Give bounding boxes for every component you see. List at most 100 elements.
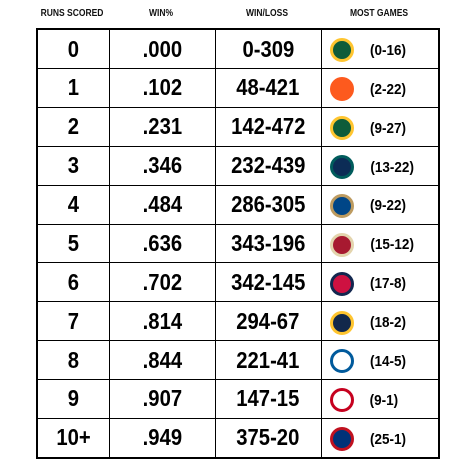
table-row: 3 .346 232-439 (13-22) — [36, 145, 440, 186]
team-logo — [329, 116, 354, 141]
runs-cell: 2 — [36, 106, 110, 147]
win-pct-cell: .102 — [108, 68, 216, 108]
table-row: 4 .484 286-305 (9-22) — [36, 184, 440, 225]
win-pct-cell: .231 — [108, 106, 216, 147]
most-games-cell: (9-27) — [320, 106, 440, 147]
table-row: 8 .844 221-41 (14-5) — [36, 340, 440, 380]
win-loss-cell: 142-472 — [214, 106, 322, 147]
runs: 7 — [67, 307, 79, 334]
win-loss: 342-145 — [230, 268, 306, 295]
win-loss-cell: 343-196 — [214, 223, 322, 264]
runs-cell: 5 — [36, 223, 110, 264]
runs-cell: 6 — [36, 262, 110, 303]
most-games-cell: (18-2) — [320, 301, 440, 342]
win-pct-cell: .907 — [108, 378, 216, 419]
win-pct-cell: .000 — [108, 28, 216, 70]
team-logo — [329, 193, 354, 218]
most-games-cell: (14-5) — [320, 340, 440, 380]
record: (13-22) — [369, 158, 414, 176]
runs-cell: 8 — [36, 340, 110, 380]
runs: 1 — [67, 74, 79, 101]
win-loss-cell: 0-309 — [214, 28, 322, 70]
runs-cell: 9 — [36, 378, 110, 419]
win-loss: 0-309 — [242, 35, 294, 62]
team-logo — [329, 77, 354, 102]
win-pct-cell: .702 — [108, 262, 216, 303]
runs: 0 — [67, 35, 79, 62]
win-loss-cell: 147-15 — [214, 378, 322, 419]
record: (9-1) — [369, 391, 398, 409]
team-logo — [329, 232, 354, 257]
runs: 8 — [67, 346, 79, 373]
win-pct: .907 — [142, 385, 182, 412]
win-pct-cell: .844 — [108, 340, 216, 380]
win-loss: 48-421 — [236, 74, 300, 101]
team-logo — [329, 38, 354, 63]
runs: 9 — [67, 385, 79, 412]
win-pct: .000 — [142, 35, 182, 62]
runs: 2 — [67, 113, 79, 140]
record: (2-22) — [369, 80, 406, 98]
table-row: 7 .814 294-67 (18-2) — [36, 301, 440, 342]
win-loss-cell: 232-439 — [214, 145, 322, 186]
win-pct: .814 — [142, 307, 182, 334]
header-runs: RUNS SCORED — [40, 8, 104, 19]
win-pct-cell: .636 — [108, 223, 216, 264]
most-games-cell: (0-16) — [320, 28, 440, 70]
runs-cell: 1 — [36, 68, 110, 108]
win-pct: .702 — [142, 268, 182, 295]
win-loss: 221-41 — [236, 346, 300, 373]
win-pct: .949 — [142, 424, 182, 451]
table-row: 0 .000 0-309 (0-16) — [36, 28, 440, 70]
runs: 5 — [67, 229, 79, 256]
win-loss-cell: 221-41 — [214, 340, 322, 380]
most-games-cell: (17-8) — [320, 262, 440, 303]
win-loss: 147-15 — [236, 385, 300, 412]
runs-cell: 7 — [36, 301, 110, 342]
win-pct: .231 — [142, 113, 182, 140]
win-loss: 286-305 — [230, 191, 306, 218]
header-pct: WIN% — [148, 8, 174, 19]
win-pct: .102 — [142, 74, 182, 101]
record: (9-22) — [369, 197, 406, 215]
runs: 4 — [67, 191, 79, 218]
stats-table: 0 .000 0-309 (0-16) 1 .102 48-421 (2-22) 2 .231 14… — [36, 28, 440, 459]
runs-cell: 10+ — [36, 417, 110, 459]
record: (17-8) — [369, 275, 406, 293]
record: (18-2) — [369, 314, 406, 332]
runs-cell: 3 — [36, 145, 110, 186]
header-wl: WIN/LOSS — [245, 8, 289, 19]
header-games: MOST GAMES — [349, 8, 409, 19]
record: (0-16) — [369, 41, 406, 59]
win-loss: 375-20 — [236, 424, 300, 451]
team-logo — [329, 349, 354, 374]
win-loss-cell: 48-421 — [214, 68, 322, 108]
win-pct-cell: .484 — [108, 184, 216, 225]
most-games-cell: (25-1) — [320, 417, 440, 459]
table-row: 2 .231 142-472 (9-27) — [36, 106, 440, 147]
record: (9-27) — [369, 119, 406, 137]
most-games-cell: (15-12) — [320, 223, 440, 264]
runs: 10+ — [56, 424, 91, 451]
win-pct-cell: .346 — [108, 145, 216, 186]
win-loss-cell: 286-305 — [214, 184, 322, 225]
record: (25-1) — [369, 430, 406, 448]
win-pct: .636 — [142, 229, 182, 256]
win-pct-cell: .949 — [108, 417, 216, 459]
win-loss: 142-472 — [230, 113, 306, 140]
runs-cell: 0 — [36, 28, 110, 70]
team-logo — [329, 427, 354, 452]
most-games-cell: (9-22) — [320, 184, 440, 225]
table-row: 10+ .949 375-20 (25-1) — [36, 417, 440, 459]
win-loss: 294-67 — [236, 307, 300, 334]
win-pct-cell: .814 — [108, 301, 216, 342]
table-row: 9 .907 147-15 (9-1) — [36, 378, 440, 419]
team-logo — [329, 388, 354, 413]
table-row: 1 .102 48-421 (2-22) — [36, 68, 440, 108]
win-loss-cell: 294-67 — [214, 301, 322, 342]
win-loss-cell: 375-20 — [214, 417, 322, 459]
team-logo — [329, 271, 354, 296]
win-loss-cell: 342-145 — [214, 262, 322, 303]
runs: 6 — [67, 268, 79, 295]
